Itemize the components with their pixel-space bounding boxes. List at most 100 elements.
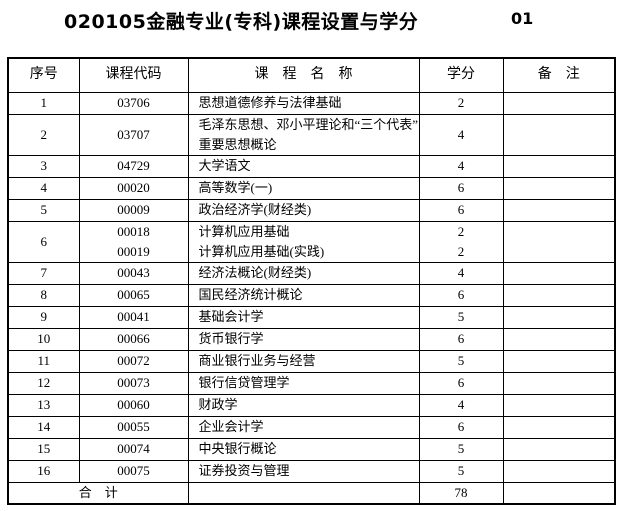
- row-code-cell: 00074: [78, 437, 189, 461]
- row-name-cell: 货币银行学: [187, 327, 420, 351]
- page-number: 01: [511, 9, 534, 28]
- row-name-cell: 大学语文: [187, 154, 420, 178]
- table-row: 4 00020 高等数学(一) 6: [7, 176, 616, 200]
- table-row: 13 00060 财政学 4: [7, 393, 616, 417]
- row-index-cell: 12: [7, 371, 80, 395]
- row-credits-cell: 4: [418, 113, 504, 156]
- row-credits-cell: 6: [418, 283, 504, 307]
- row-name-cell: 中央银行概论: [187, 437, 420, 461]
- row-credits-cell: 5: [418, 459, 504, 483]
- row-code-cell: 04729: [78, 154, 189, 178]
- total-row: 合 计 78: [7, 481, 616, 504]
- row-remark-cell: [502, 176, 616, 200]
- table-row: 2 03707 毛泽东思想、邓小平理论和“三个代表” 重要思想概论 4: [7, 113, 616, 156]
- row-remark-cell: [502, 459, 616, 483]
- table-row: 8 00065 国民经济统计概论 6: [7, 283, 616, 307]
- row-name-cell: 高等数学(一): [187, 176, 420, 200]
- table-row: 7 00043 经济法概论(财经类) 4: [7, 261, 616, 285]
- row-index-cell: 2: [7, 113, 80, 156]
- row-name-cell: 证券投资与管理: [187, 459, 420, 483]
- row-code-cell: 00020: [78, 176, 189, 200]
- row-credits-cell: 6: [418, 415, 504, 439]
- total-label: 合 计: [7, 481, 189, 504]
- row-name-cell: 基础会计学: [187, 305, 420, 329]
- row-remark-cell: [502, 437, 616, 461]
- column-header-remarks: 备 注: [502, 57, 616, 93]
- table-row: 1 03706 思想道德修养与法律基础 2: [7, 91, 616, 115]
- total-remark-cell: [502, 481, 616, 504]
- row-code-cell: 03707: [78, 113, 189, 156]
- table-row: 11 00072 商业银行业务与经营 5: [7, 349, 616, 373]
- row-credits-cell: 2 2: [418, 220, 504, 263]
- row-name-cell: 银行信贷管理学: [187, 371, 420, 395]
- row-index-cell: 14: [7, 415, 80, 439]
- table-row: 3 04729 大学语文 4: [7, 154, 616, 178]
- row-index-cell: 7: [7, 261, 80, 285]
- row-index-cell: 3: [7, 154, 80, 178]
- row-name-cell: 国民经济统计概论: [187, 283, 420, 307]
- row-remark-cell: [502, 91, 616, 115]
- row-index-cell: 8: [7, 283, 80, 307]
- row-code-cell: 00073: [78, 371, 189, 395]
- row-index-cell: 16: [7, 459, 80, 483]
- table-row: 10 00066 货币银行学 6: [7, 327, 616, 351]
- row-code-cell: 00075: [78, 459, 189, 483]
- row-name-cell: 企业会计学: [187, 415, 420, 439]
- row-remark-cell: [502, 305, 616, 329]
- course-credits-table: 序号 课程代码 课 程 名 称 学分 备 注 1 03706 思想道德修养与法律…: [7, 57, 616, 505]
- row-index-cell: 5: [7, 198, 80, 222]
- row-credits-cell: 5: [418, 305, 504, 329]
- page-title: 020105金融专业(专科)课程设置与学分: [64, 11, 419, 33]
- table-row: 9 00041 基础会计学 5: [7, 305, 616, 329]
- row-remark-cell: [502, 349, 616, 373]
- row-remark-cell: [502, 154, 616, 178]
- course-table-body: 1 03706 思想道德修养与法律基础 2 2 03707 毛泽东思想、邓小平理…: [7, 91, 616, 483]
- row-name-cell: 计算机应用基础 计算机应用基础(实践): [187, 220, 420, 263]
- row-remark-cell: [502, 113, 616, 156]
- column-header-code: 课程代码: [78, 57, 189, 93]
- row-code-cell: 00072: [78, 349, 189, 373]
- table-row: 12 00073 银行信贷管理学 6: [7, 371, 616, 395]
- row-name-cell: 商业银行业务与经营: [187, 349, 420, 373]
- row-credits-cell: 5: [418, 349, 504, 373]
- total-credits: 78: [418, 481, 504, 504]
- table-row: 5 00009 政治经济学(财经类) 6: [7, 198, 616, 222]
- row-remark-cell: [502, 371, 616, 395]
- row-remark-cell: [502, 198, 616, 222]
- row-index-cell: 4: [7, 176, 80, 200]
- row-credits-cell: 4: [418, 154, 504, 178]
- row-remark-cell: [502, 393, 616, 417]
- row-index-cell: 11: [7, 349, 80, 373]
- table-row: 16 00075 证券投资与管理 5: [7, 459, 616, 483]
- table-row: 15 00074 中央银行概论 5: [7, 437, 616, 461]
- row-index-cell: 15: [7, 437, 80, 461]
- row-name-cell: 财政学: [187, 393, 420, 417]
- row-index-cell: 9: [7, 305, 80, 329]
- row-name-cell: 毛泽东思想、邓小平理论和“三个代表” 重要思想概论: [187, 113, 420, 156]
- row-remark-cell: [502, 283, 616, 307]
- table-row: 14 00055 企业会计学 6: [7, 415, 616, 439]
- column-header-index: 序号: [7, 57, 80, 93]
- row-code-cell: 00018 00019: [78, 220, 189, 263]
- row-code-cell: 00041: [78, 305, 189, 329]
- row-remark-cell: [502, 220, 616, 263]
- row-credits-cell: 5: [418, 437, 504, 461]
- row-credits-cell: 6: [418, 327, 504, 351]
- row-index-cell: 6: [7, 220, 80, 263]
- column-header-credits: 学分: [418, 57, 504, 93]
- row-remark-cell: [502, 415, 616, 439]
- row-code-cell: 00043: [78, 261, 189, 285]
- total-name-cell: [187, 481, 420, 504]
- row-code-cell: 00055: [78, 415, 189, 439]
- row-credits-cell: 6: [418, 176, 504, 200]
- column-header-name: 课 程 名 称: [187, 57, 420, 93]
- row-code-cell: 00009: [78, 198, 189, 222]
- row-index-cell: 13: [7, 393, 80, 417]
- table-header-row: 序号 课程代码 课 程 名 称 学分 备 注: [7, 57, 616, 93]
- row-code-cell: 00060: [78, 393, 189, 417]
- row-remark-cell: [502, 261, 616, 285]
- row-code-cell: 03706: [78, 91, 189, 115]
- row-name-cell: 思想道德修养与法律基础: [187, 91, 420, 115]
- row-index-cell: 1: [7, 91, 80, 115]
